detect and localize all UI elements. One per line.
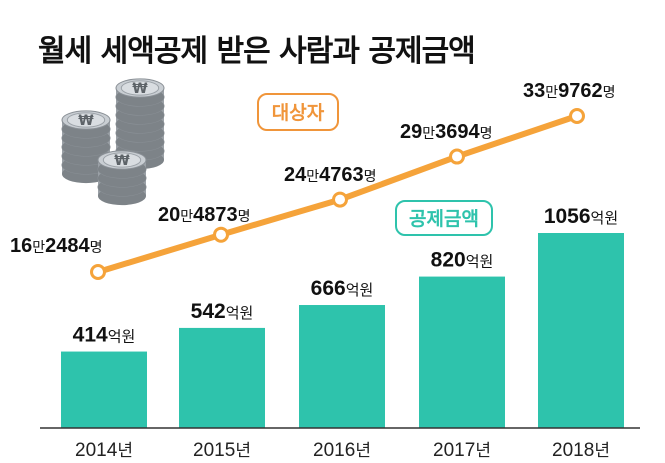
x-tick-label: 2016년 — [313, 440, 371, 461]
x-tick-label: 2018년 — [552, 440, 610, 461]
bar-2015년 — [179, 327, 265, 428]
line-point-2017년 — [449, 148, 465, 165]
x-tick-label: 2015년 — [193, 440, 251, 461]
bar-2014년 — [61, 351, 147, 428]
line-point-2016년 — [332, 191, 348, 208]
bar-value-label: 820억원 — [431, 249, 494, 272]
legend-대상자: 대상자 — [257, 93, 339, 131]
bar-value-label: 666억원 — [311, 277, 374, 300]
line-point-2015년 — [213, 226, 229, 243]
bar-value-label: 542억원 — [191, 300, 254, 323]
line-point-2018년 — [569, 108, 585, 124]
chart-title: 월세 세액공제 받은 사람과 공제금액 — [38, 34, 476, 69]
bar-2016년 — [299, 305, 385, 428]
bar-value-label: 414억원 — [73, 324, 136, 347]
svg-text:공제금액: 공제금액 — [409, 208, 479, 230]
bar-2017년 — [419, 276, 505, 428]
line-value-label: 24만4763명 — [284, 164, 377, 186]
bar-2018년 — [538, 233, 624, 428]
line-value-label: 16만2484명 — [10, 235, 103, 257]
line-point-2014년 — [90, 264, 106, 280]
line-value-label: 20만4873명 — [158, 204, 251, 226]
svg-text:대상자: 대상자 — [272, 102, 325, 124]
x-tick-label: 2014년 — [75, 440, 133, 461]
line-value-label: 33만9762명 — [523, 80, 616, 102]
svg-text:₩: ₩ — [78, 113, 94, 129]
legend-공제금액: 공제금액 — [395, 200, 493, 236]
bar-value-label: 1056억원 — [544, 205, 618, 228]
svg-text:₩: ₩ — [132, 81, 148, 97]
svg-text:₩: ₩ — [114, 153, 130, 169]
line-value-label: 29만3694명 — [400, 121, 493, 143]
coin-stacks-icon: ₩ ₩ ₩ — [61, 78, 165, 206]
x-tick-label: 2017년 — [433, 440, 491, 461]
